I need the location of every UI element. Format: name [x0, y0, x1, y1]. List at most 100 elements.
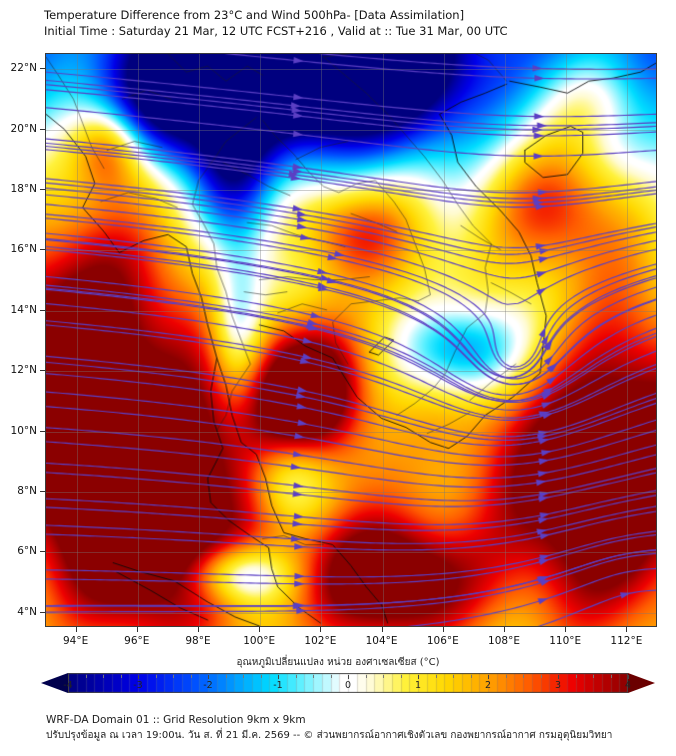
colorbar-minor-tick	[575, 675, 577, 678]
gridline-meridian	[137, 54, 139, 626]
colorbar-minor-tick	[400, 675, 402, 678]
y-tick	[40, 370, 45, 372]
footer-credit: ปรับปรุงข้อมูล ณ เวลา 19:00น. วัน ส. ที่…	[46, 730, 613, 741]
colorbar-tick	[278, 675, 279, 679]
colorbar-minor-tick	[173, 675, 174, 678]
colorbar-tick-label: 0	[344, 680, 352, 691]
y-tick-label: 22°N	[10, 62, 37, 75]
x-tick-label: 108°E	[488, 635, 520, 647]
x-tick	[565, 627, 567, 632]
colorbar-tick-label: -1	[273, 680, 283, 691]
colorbar-minor-tick	[225, 675, 227, 678]
x-tick-label: 102°E	[304, 635, 337, 647]
y-tick	[40, 128, 45, 130]
gridline-meridian	[382, 54, 384, 626]
gridline-meridian	[199, 54, 200, 626]
colorbar-minor-tick	[260, 675, 262, 678]
colorbar-tick	[558, 675, 559, 679]
x-tick	[504, 627, 505, 632]
colorbar-minor-tick	[330, 675, 332, 678]
gridline-parallel	[46, 129, 656, 131]
x-tick-label: 100°E	[243, 635, 276, 647]
y-tick-label: 12°N	[10, 364, 37, 377]
colorbar-minor-tick	[610, 675, 612, 678]
gridline-parallel	[46, 310, 656, 312]
map-plot-area[interactable]	[45, 53, 657, 627]
x-tick	[259, 627, 261, 632]
colorbar-minor-tick	[505, 675, 507, 678]
colorbar-minor-tick	[593, 675, 594, 678]
colorbar-minor-tick	[155, 675, 157, 678]
y-tick	[40, 309, 45, 311]
colorbar-tick	[418, 675, 419, 679]
x-tick	[320, 627, 322, 632]
y-tick	[40, 430, 45, 432]
x-tick	[381, 627, 383, 632]
y-tick	[40, 188, 45, 190]
y-tick-label: 8°N	[17, 485, 37, 498]
colorbar-minor-tick	[85, 675, 87, 678]
y-tick-label: 18°N	[10, 182, 37, 195]
colorbar-tick-label: 4	[624, 680, 632, 691]
colorbar-minor-tick	[383, 675, 384, 678]
x-tick-label: 98°E	[185, 635, 211, 647]
x-axis: 94°E 96°E 98°E 100°E 102°E 104°E 106°E 108°E 110…	[45, 53, 657, 647]
gridline-meridian	[627, 54, 629, 626]
x-tick-label: 112°E	[610, 635, 643, 647]
colorbar-minor-tick	[243, 675, 244, 678]
y-axis: 4°N 6°N 8°N 10°N 12°N 14°N 16°N 18°N 20°N 22°N	[11, 53, 657, 627]
gridline-parallel	[46, 189, 656, 191]
title-block: Temperature Difference from 23°C and Win…	[44, 8, 664, 39]
colorbar-minor-tick	[365, 675, 367, 678]
y-tick-label: 10°N	[10, 424, 37, 437]
x-tick	[198, 627, 199, 632]
colorbar-tick-label: 2	[484, 680, 492, 691]
colorbar-minor-tick	[120, 675, 122, 678]
x-tick	[442, 627, 444, 632]
gridline-parallel	[46, 371, 656, 373]
gridline-parallel	[46, 492, 656, 494]
footer: WRF-DA Domain 01 :: Grid Resolution 9km …	[46, 712, 666, 744]
colorbar-tick-label: -2	[203, 680, 213, 691]
colorbar-tick	[628, 675, 629, 679]
colorbar-tick	[208, 675, 209, 679]
gridline-parallel	[46, 552, 656, 554]
gridline-meridian	[443, 54, 445, 626]
colorbar-tick	[138, 675, 139, 679]
gridline-meridian	[260, 54, 262, 626]
colorbar-minor-tick	[190, 675, 192, 678]
y-tick-label: 20°N	[10, 122, 37, 135]
chart-title-line-2: Initial Time : Saturday 21 Mar, 12 UTC F…	[44, 23, 508, 38]
colorbar-block: อุณหภูมิเปลี่ยนแปลง หน่วย องศาเซลเซียส (…	[0, 655, 676, 693]
colorbar-minor-tick	[313, 675, 314, 678]
colorbar-ticks: -4 -3 -2 -1 0 1 2 3 4	[63, 675, 632, 691]
temperature-anomaly-field	[46, 54, 656, 626]
y-tick-label: 16°N	[10, 243, 37, 256]
gridline-parallel	[46, 431, 656, 433]
gridline-meridian	[76, 54, 78, 626]
gridline-meridian	[505, 54, 506, 626]
gridline-parallel	[46, 612, 656, 614]
colorbar-minor-tick	[453, 675, 454, 678]
gridline-parallel	[46, 250, 656, 252]
colorbar-minor-tick	[540, 675, 542, 678]
y-tick	[40, 491, 45, 493]
colorbar-under-arrow	[41, 673, 68, 693]
footer-domain-info: WRF-DA Domain 01 :: Grid Resolution 9km …	[46, 714, 306, 726]
gridline-parallel	[46, 69, 656, 71]
y-tick	[40, 551, 45, 553]
colorbar-minor-tick	[523, 675, 524, 678]
y-tick	[40, 68, 45, 70]
x-tick-label: 94°E	[62, 635, 89, 647]
colorbar-minor-tick	[435, 675, 437, 678]
colorbar-over-arrow	[628, 673, 655, 693]
colorbar-minor-tick	[295, 675, 297, 678]
colorbar-tick-label: -4	[63, 680, 73, 691]
y-tick	[40, 249, 45, 251]
x-tick	[75, 627, 77, 632]
x-tick-label: 110°E	[549, 635, 582, 647]
x-tick-label: 96°E	[124, 635, 150, 647]
colorbar-minor-tick	[103, 675, 104, 678]
y-tick	[40, 611, 45, 613]
colorbar-tick	[348, 675, 349, 679]
